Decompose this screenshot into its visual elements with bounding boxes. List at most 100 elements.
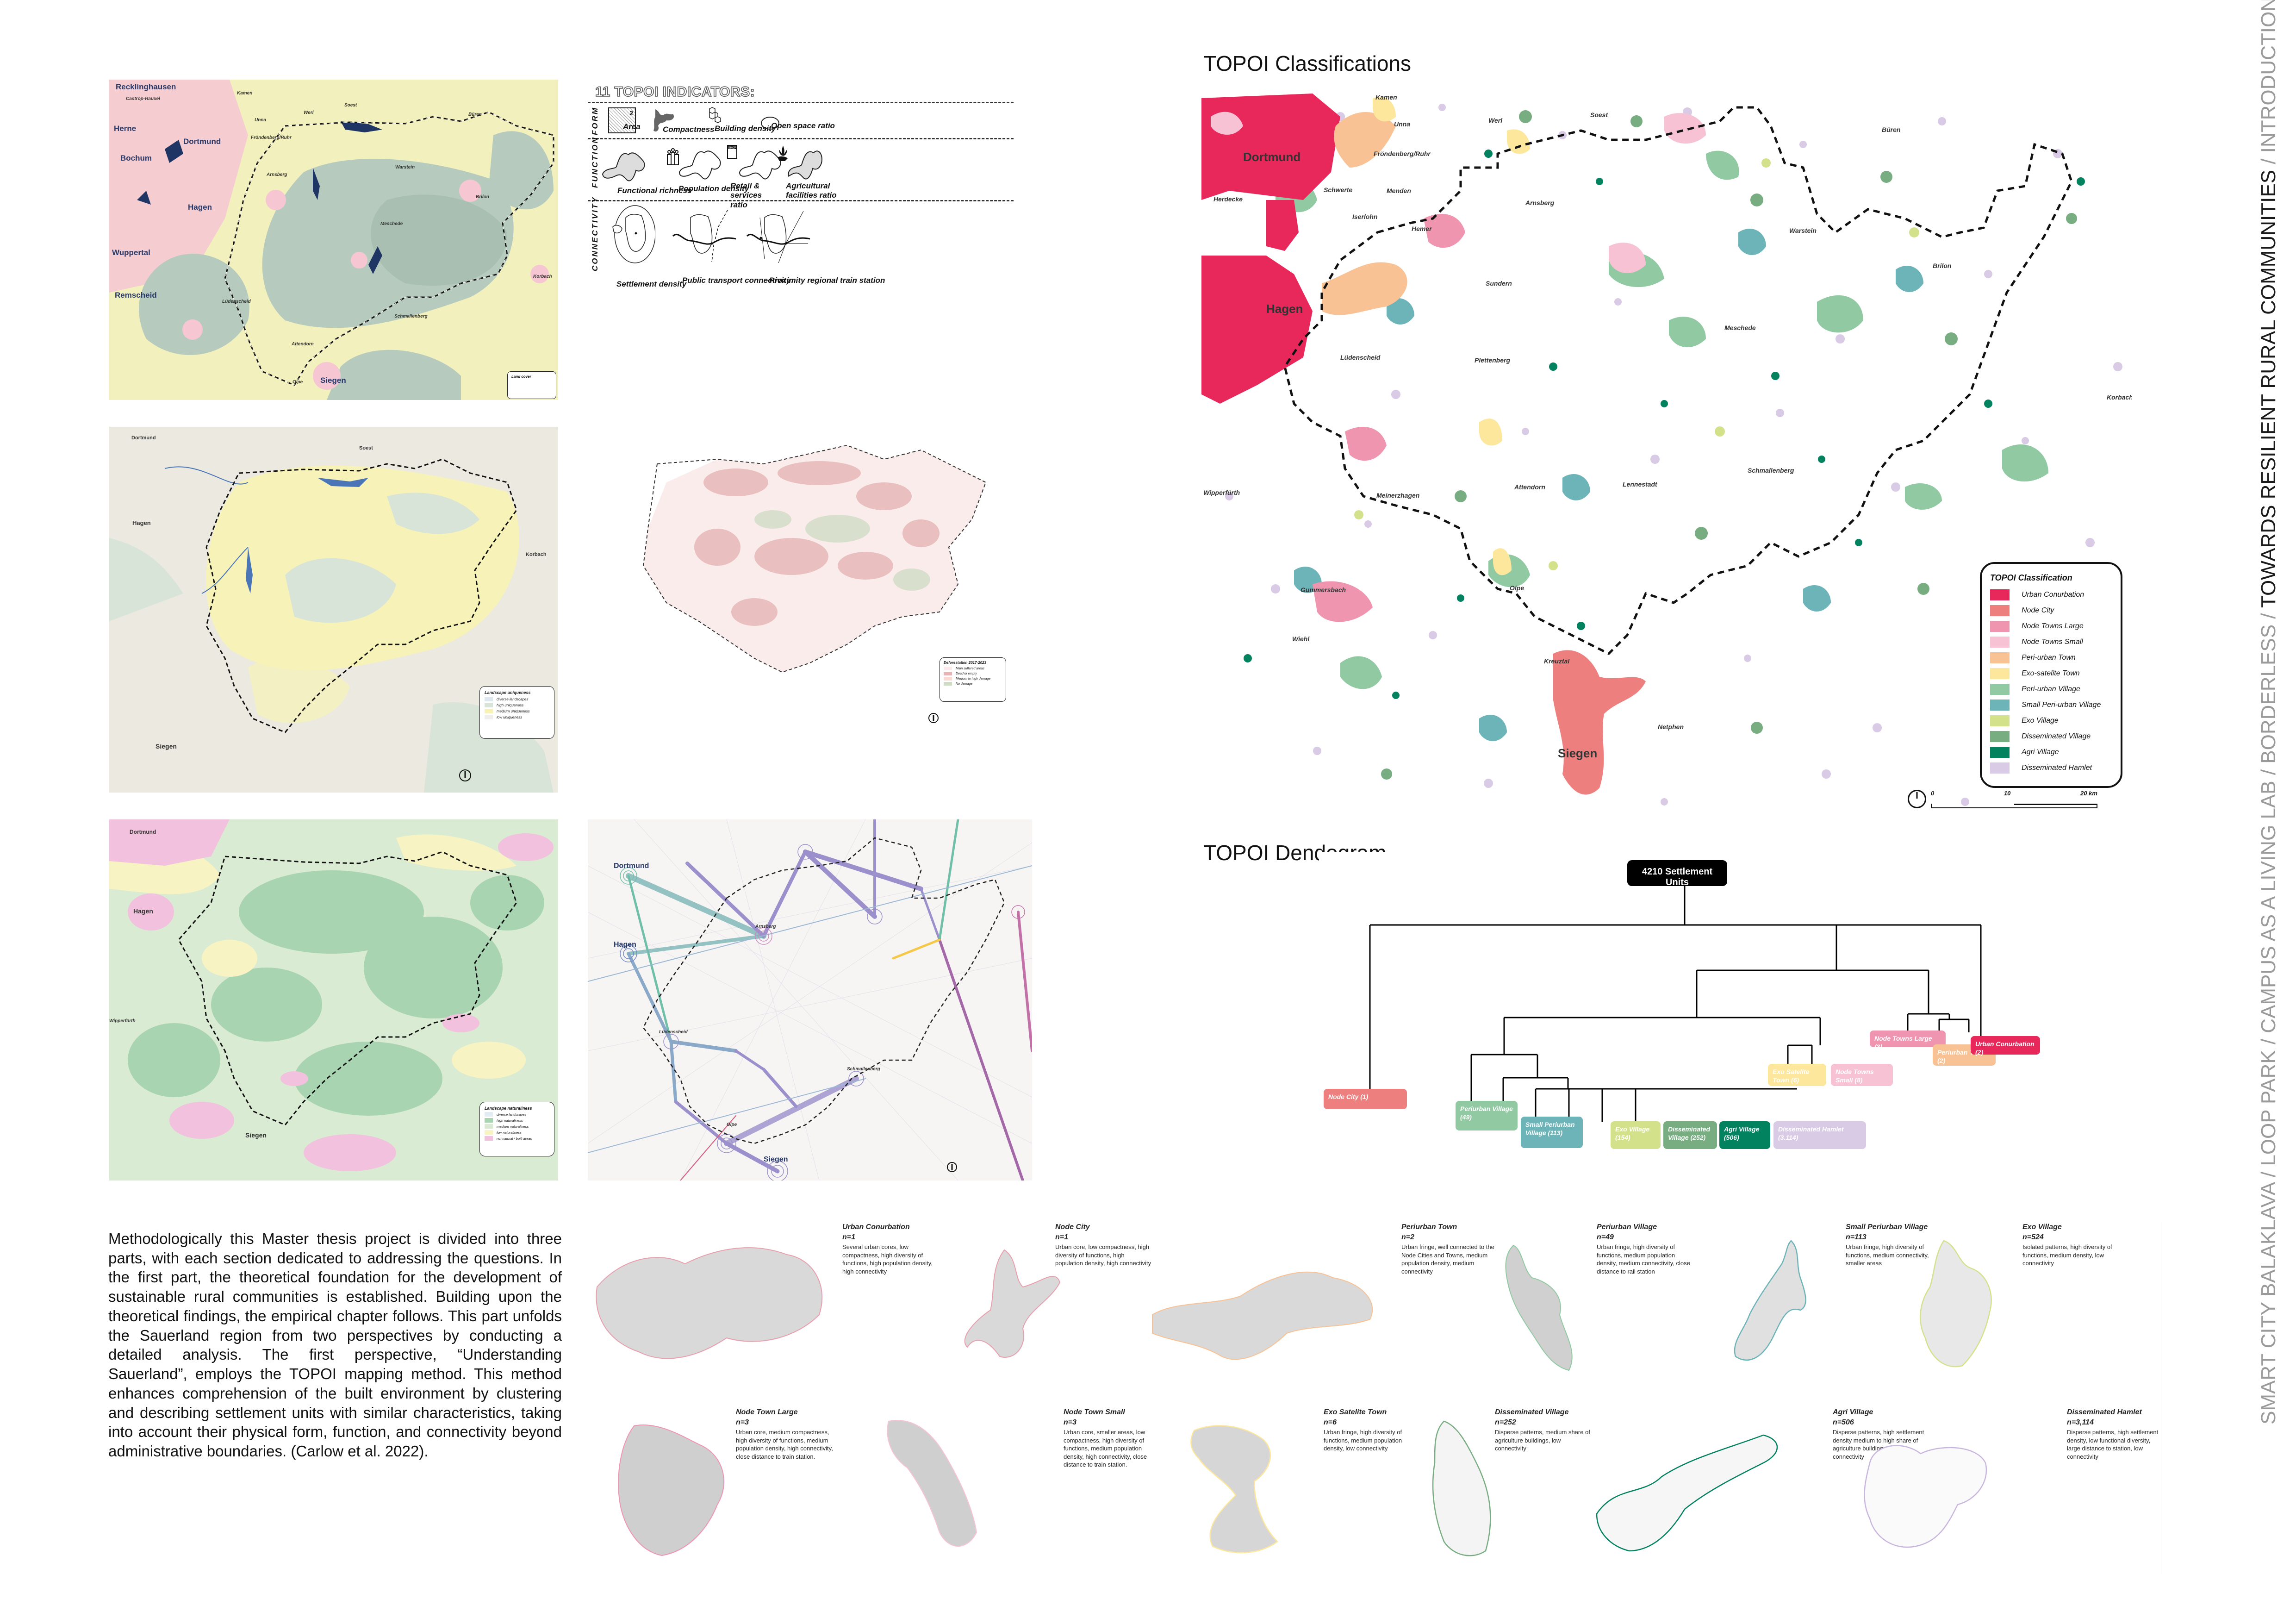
- map-label: Meschede: [1724, 324, 1756, 331]
- map-label: Lüdenscheid: [1340, 354, 1381, 361]
- small-periurban-village-figure: [1734, 1240, 1806, 1361]
- typology-urban-conurbation: Urban Conurbation n=1 Several urban core…: [842, 1223, 933, 1275]
- map-label: Hemer: [1412, 225, 1432, 232]
- map-label: Arnsberg: [755, 924, 776, 929]
- map-label: Attendorn: [292, 342, 314, 347]
- indicator-compactness: Compactness: [663, 125, 715, 134]
- legend-swatch: [1990, 715, 2010, 726]
- dendrogram-leaf: Node City (1): [1324, 1089, 1407, 1109]
- divider: [588, 102, 1014, 103]
- dendrogram-leaf: Periurban Village (49): [1456, 1101, 1518, 1131]
- topoi-dendrogram: 4210 Settlement Units Node City (1) Peri…: [1319, 852, 2152, 1176]
- legend-item: Disseminated Hamlet: [1990, 762, 2112, 774]
- map-label: Werl: [304, 110, 314, 115]
- dendrogram-lines: [1369, 884, 1982, 1122]
- naturaliness-legend: Landscape naturaliness diverse landscape…: [479, 1102, 554, 1156]
- dendrogram-leaf: Exo Satelite Town (6): [1768, 1064, 1826, 1086]
- legend-swatch: [485, 1136, 493, 1141]
- topoi-classifications-map: Dortmund Hagen Siegen Kamen Unna Werl So…: [1201, 80, 2132, 830]
- map-label: Fröndenberg/Ruhr: [251, 135, 292, 140]
- map-label: Hagen: [133, 907, 153, 915]
- legend-title: TOPOI Classification: [1990, 573, 2072, 582]
- indicator-area: Area: [623, 122, 641, 131]
- legend-item: Node Towns Small: [1990, 637, 2112, 648]
- typology-periurban-village: Periurban Village n=49 Urban fringe, hig…: [1597, 1223, 1690, 1275]
- map-label: Schmallenberg: [394, 314, 428, 319]
- periurban-town-figure: [1152, 1271, 1373, 1360]
- public-transport-icon: [672, 210, 736, 262]
- map-label: Arnsberg: [267, 172, 287, 177]
- indicator-agricultural-facilities-ratio: Agricultural facilities ratio: [786, 181, 837, 200]
- retail-services-icon: SHOP: [727, 145, 781, 180]
- legend-item: Disseminated Village: [1990, 731, 2112, 742]
- divider: [588, 138, 1014, 139]
- map-label: Fröndenberg/Ruhr: [1374, 150, 1431, 157]
- map-label: Wipperfürth: [1203, 489, 1240, 496]
- map-label: Lüdenscheid: [659, 1030, 688, 1035]
- map-label: Soest: [1590, 111, 1608, 119]
- map-label: Recklinghausen: [116, 82, 176, 91]
- legend-swatch: [1990, 637, 2010, 648]
- dendrogram-leaf: Node Towns Large (3): [1870, 1031, 1946, 1050]
- legend-swatch: [485, 1118, 493, 1123]
- exo-village-figure: [1919, 1240, 1992, 1368]
- legend-swatch: [1990, 605, 2010, 616]
- map-label: Arnsberg: [1525, 199, 1555, 206]
- map-label: Iserlohn: [1352, 213, 1378, 220]
- map-label: Remscheid: [115, 291, 157, 300]
- map-label: Olpe: [727, 1122, 737, 1127]
- area-icon: 2: [608, 107, 636, 133]
- indicator-proximity-train-station: Proximity regional train station: [769, 276, 885, 285]
- map-label: Warstein: [395, 165, 415, 170]
- map-label: Kreuztal: [1544, 657, 1570, 665]
- typology-periurban-town: Periurban Town n=2 Urban fringe, well co…: [1401, 1223, 1494, 1275]
- dendrogram-root: 4210 Settlement Units: [1627, 860, 1727, 887]
- dendrogram-leaf: Small Periurban Village (113): [1521, 1117, 1583, 1148]
- typology-disseminated-hamlet: Disseminated Hamlet n=3,114 Disperse pat…: [2067, 1408, 2159, 1460]
- map-label: Netphen: [1658, 723, 1684, 731]
- legend-swatch: [1990, 652, 2010, 663]
- functional-richness-icon: [602, 152, 645, 181]
- map-label: Schmallenberg: [1748, 467, 1794, 474]
- indicators-title: 11 TOPOI INDICATORS:: [595, 84, 755, 100]
- node-town-small-figure: [887, 1420, 977, 1547]
- indicator-retail-services-ratio: Retail & services ratio: [730, 181, 762, 209]
- row-label-form: FORM: [591, 106, 599, 135]
- legend-swatch: [944, 682, 952, 686]
- map-label: Hagen: [132, 519, 151, 526]
- map-label: Schwerte: [1324, 186, 1353, 194]
- open-space-ratio-icon: [761, 117, 779, 130]
- settlement-density-icon: [612, 205, 655, 263]
- map-label: Menden: [1387, 187, 1411, 194]
- north-arrow-icon: [928, 713, 939, 723]
- map-label: Hagen: [1266, 302, 1303, 316]
- map-label: Dortmund: [130, 829, 156, 835]
- north-arrow-icon: [947, 1162, 957, 1172]
- indicator-building-density: Building density: [715, 124, 776, 133]
- disseminated-hamlet-figure: [1864, 1445, 1987, 1548]
- deforestation-map-graphic: [588, 427, 1032, 793]
- land-cover-map: Recklinghausen Herne Dortmund Bochum Hag…: [109, 80, 558, 400]
- dendrogram-leaf: Urban Conurbation (2): [1971, 1036, 2040, 1056]
- map-label: Hagen: [188, 203, 212, 212]
- map-label: Soest: [359, 445, 373, 451]
- legend-item: Peri-urban Town: [1990, 652, 2112, 663]
- deforestation-map: Deforestation 2017-2023 Main suffered ar…: [588, 427, 1032, 793]
- population-density-icon: [667, 148, 721, 180]
- indicator-open-space-ratio: Open space ratio: [771, 121, 835, 130]
- map-label: Sundern: [1486, 280, 1512, 287]
- map-label: Herdecke: [1213, 195, 1243, 203]
- topoi-indicators-panel: 11 TOPOI INDICATORS: FORM FUNCTION CONNE…: [584, 77, 1046, 341]
- map-label: Brilon: [476, 194, 489, 200]
- legend-item: Urban Conurbation: [1990, 589, 2112, 600]
- uniqueness-legend: Landscape uniqueness diverse landscapes …: [479, 686, 554, 739]
- map-label: Siegen: [320, 376, 346, 385]
- indicator-public-transport-connectivity: Public transport connectivity: [682, 276, 791, 285]
- indicator-functional-richness: Functional richness: [617, 186, 692, 195]
- legend-swatch: [1990, 589, 2010, 600]
- methodology-paragraph: Methodologically this Master thesis proj…: [108, 1230, 562, 1460]
- legend-swatch: [485, 1112, 493, 1117]
- deforestation-legend: Deforestation 2017-2023 Main suffered ar…: [940, 657, 1006, 702]
- map-label: Wiehl: [1292, 635, 1310, 643]
- map-label: Meschede: [380, 221, 403, 226]
